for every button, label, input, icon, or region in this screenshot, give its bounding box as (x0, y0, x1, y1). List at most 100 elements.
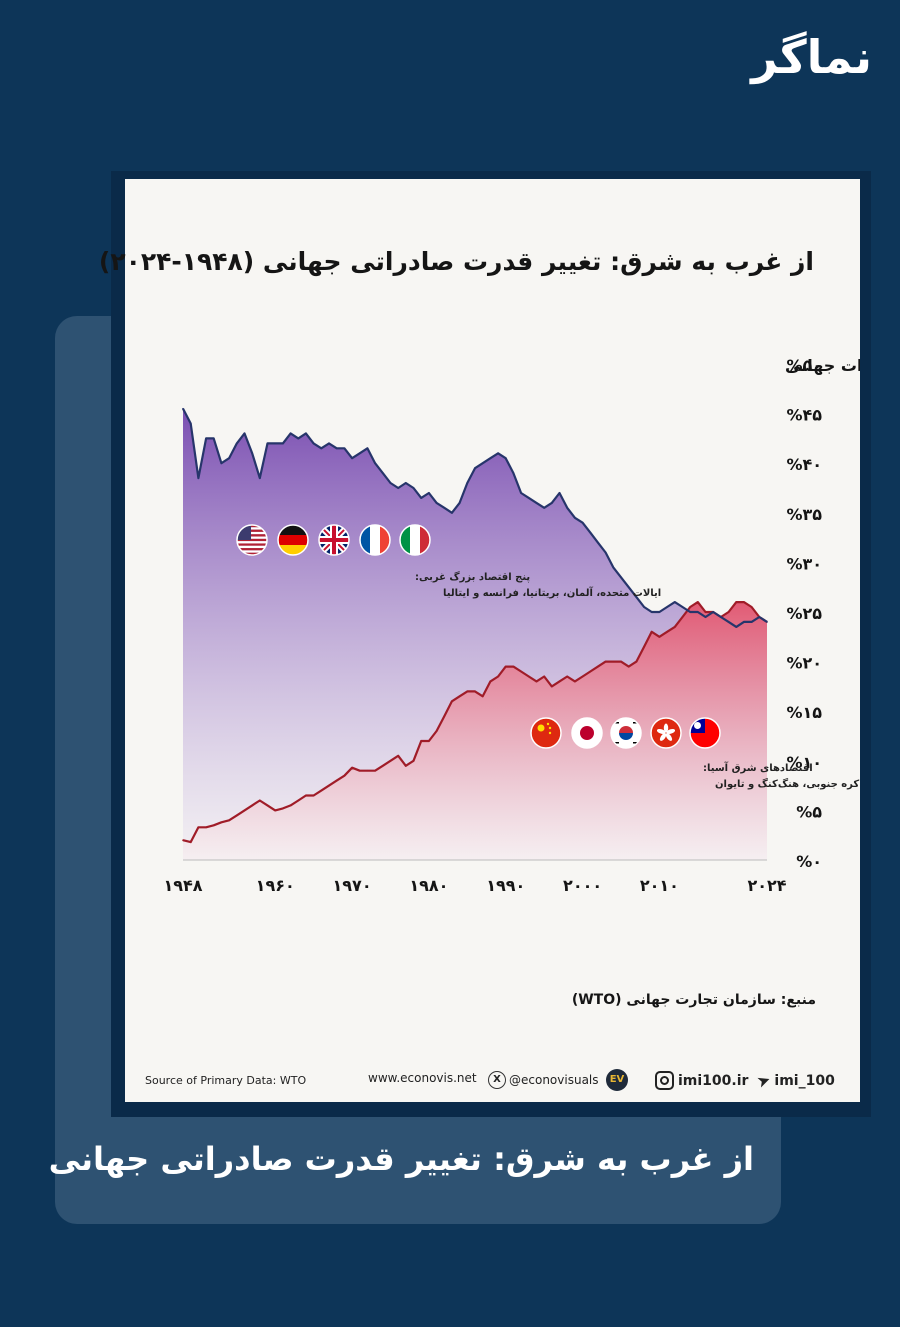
east-point (397, 755, 399, 757)
x-tick-label: ۲۰۲۴ (747, 876, 786, 895)
east-point (228, 819, 230, 822)
footer-website[interactable]: www.econovis.net (368, 1071, 477, 1085)
west-point (743, 621, 745, 623)
west-point (374, 462, 376, 465)
west-point (612, 566, 615, 569)
west-point (704, 616, 707, 618)
footer-instagram[interactable]: imi100.ir (655, 1071, 748, 1090)
east-point (527, 675, 530, 678)
footer-telegram[interactable]: ➤ imi_100 (754, 1069, 835, 1092)
west-point (574, 516, 576, 519)
west-point (643, 606, 645, 608)
east-point (420, 740, 423, 742)
east-point (289, 804, 292, 807)
taiwan-flag-icon (689, 717, 721, 749)
east-point (666, 631, 668, 633)
west-point (489, 457, 492, 460)
east-point (328, 784, 330, 787)
east-point (681, 616, 684, 618)
west-point (466, 482, 469, 484)
east-point (650, 631, 653, 633)
west-point (766, 621, 768, 623)
east-point (635, 660, 638, 663)
east-point (259, 799, 261, 802)
east-point (305, 794, 307, 797)
west-point (259, 477, 261, 479)
west-point (750, 621, 753, 623)
east-point (443, 715, 446, 717)
west-point (212, 437, 215, 440)
west-point (527, 497, 530, 499)
east-area (183, 602, 767, 860)
east-point (735, 601, 738, 603)
west-point (228, 457, 230, 460)
west-point (274, 442, 277, 445)
east-point (727, 611, 730, 613)
x-tick-label: ۱۹۸۰ (409, 876, 448, 895)
footer-source: Source of Primary Data: WTO (145, 1074, 307, 1087)
west-point (335, 447, 338, 450)
telegram-text: imi_100 (774, 1072, 835, 1089)
west-point (597, 541, 599, 544)
y-tick-label: %۵۰ (786, 356, 822, 375)
east-point (750, 606, 753, 608)
west-point (435, 502, 438, 504)
west-point (535, 502, 538, 504)
west-point (635, 596, 638, 598)
x-tick-label: ۱۹۴۸ (163, 876, 202, 895)
west-point (758, 616, 761, 618)
south-korea-flag-icon (610, 717, 642, 749)
y-tick-label: %۱۰ (786, 753, 822, 772)
y-tick-label: %۴۵ (786, 406, 822, 425)
west-point (666, 606, 668, 608)
east-point (428, 740, 430, 742)
east-point (627, 665, 630, 668)
east-point (220, 821, 223, 824)
east-point (612, 660, 615, 663)
chart: %۰ %۵ %۱۰ %۱۵ %۲۰ %۲۵ %۳۰ %۳۵ %۴۰ %۴۵ %۵۰% سهم صاد… (163, 356, 860, 895)
west-legend-title: پنج اقتصاد بزرگ غربی: (415, 570, 530, 583)
east-point (520, 670, 522, 673)
west-point (727, 621, 730, 623)
west-point (735, 626, 738, 628)
west-point (405, 482, 407, 484)
east-point (481, 695, 484, 698)
east-point (658, 636, 661, 638)
x-tick-label: ۲۰۰۰ (563, 876, 602, 895)
y-tick-label: %۱۵ (786, 703, 822, 722)
west-point (558, 492, 561, 494)
y-tick-label: %۰ (796, 852, 822, 871)
east-point (243, 809, 246, 812)
chart-title: از غرب به شرق: تغییر قدرت صادراتی جهانی … (98, 247, 814, 276)
west-point (650, 611, 653, 613)
brand-logo: نماگر (751, 30, 873, 84)
west-point (397, 487, 399, 489)
west-point (512, 472, 515, 474)
east-point (435, 730, 438, 732)
east-point (589, 670, 592, 673)
west-point (320, 447, 323, 450)
west-point (312, 442, 315, 445)
west-point (328, 442, 330, 445)
west-point (305, 432, 307, 435)
footer-x-handle[interactable]: X @econovisuals (488, 1071, 599, 1089)
west-point (428, 492, 430, 494)
east-point (266, 804, 269, 807)
east-point (205, 826, 207, 829)
y-tick-label: %۲۵ (786, 604, 822, 623)
east-point (489, 680, 492, 683)
west-point (458, 502, 461, 504)
x-tick-label: ۱۹۹۰ (486, 876, 525, 895)
telegram-icon: ➤ (754, 1069, 774, 1092)
west-point (566, 507, 569, 509)
y-tick-label: %۴۰ (786, 455, 822, 474)
east-point (551, 685, 553, 688)
west-point (720, 616, 722, 618)
east-point (543, 675, 545, 678)
east-point (312, 794, 315, 797)
east-point (743, 601, 745, 603)
west-point (205, 437, 207, 440)
east-point (581, 675, 584, 678)
east-point (189, 841, 192, 843)
germany-flag-icon (277, 524, 309, 556)
